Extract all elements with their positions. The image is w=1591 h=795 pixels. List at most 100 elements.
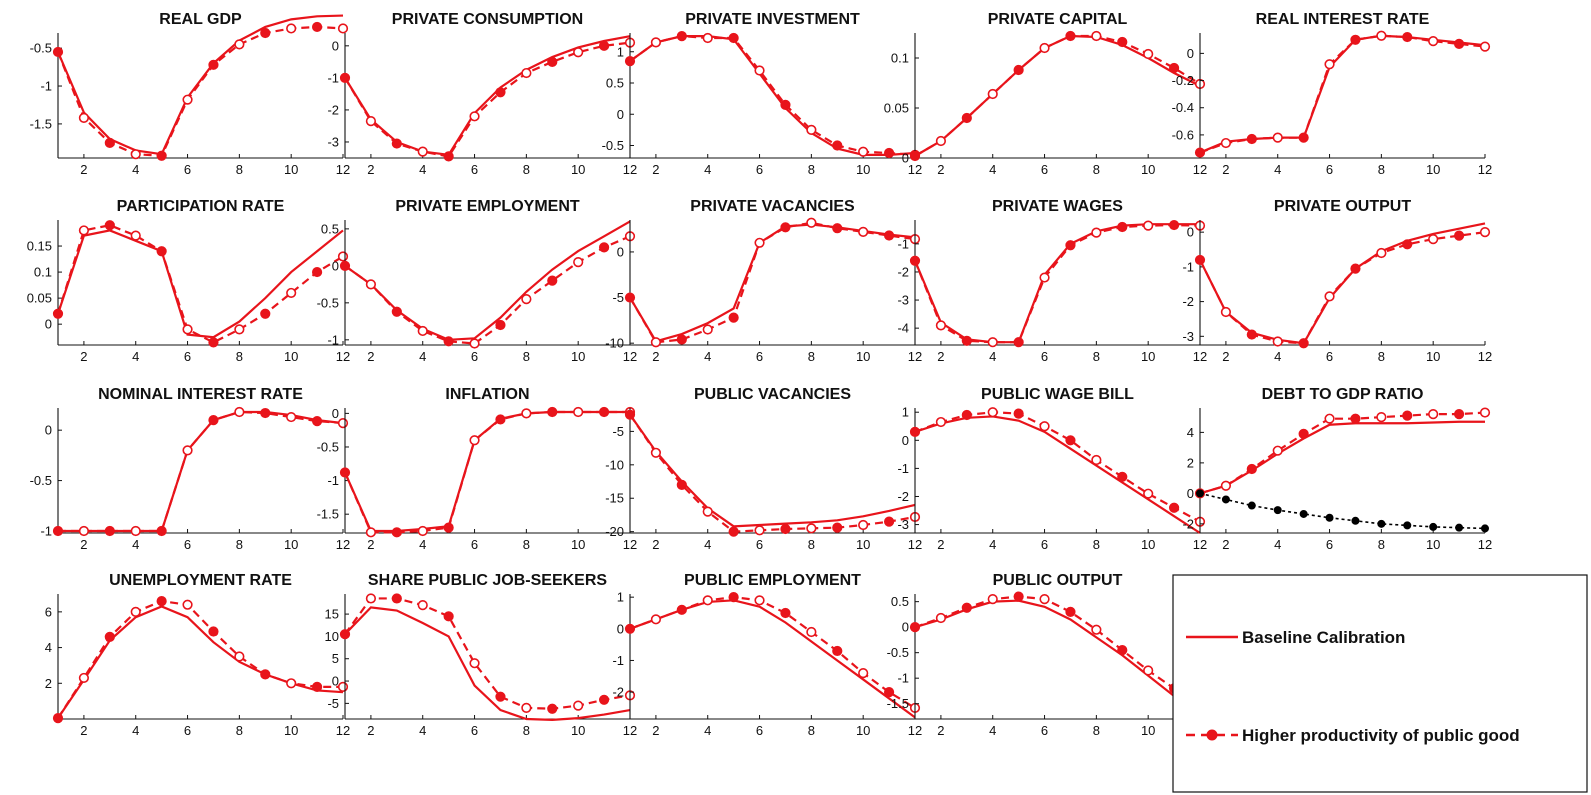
y-tick-label: 2 — [45, 676, 52, 691]
y-tick-label: -0.4 — [1172, 100, 1194, 115]
x-tick-label: 12 — [908, 349, 922, 364]
panel-title: UNEMPLOYMENT RATE — [109, 572, 292, 589]
data-point-higher-productivity — [286, 678, 297, 689]
y-tick-label: 0.05 — [27, 291, 52, 306]
data-point-higher-productivity — [234, 406, 245, 418]
y-tick-label: 0 — [617, 107, 624, 122]
x-tick-label: 4 — [989, 723, 996, 738]
data-point-higher-productivity — [1324, 291, 1335, 302]
data-point-higher-productivity — [443, 522, 454, 533]
panel-title: PUBLIC EMPLOYMENT — [684, 572, 861, 589]
x-tick-label: 6 — [471, 349, 478, 364]
x-tick-label: 4 — [1274, 349, 1281, 364]
series-line-higher-productivity — [56, 25, 344, 157]
data-point-extra — [1481, 524, 1490, 533]
data-point-higher-productivity — [286, 411, 297, 423]
data-point-higher-productivity — [521, 67, 532, 79]
panel-title: REAL INTEREST RATE — [1256, 11, 1430, 28]
x-tick-label: 8 — [808, 537, 815, 552]
x-tick-label: 6 — [1326, 537, 1333, 552]
x-tick-label: 2 — [1222, 162, 1229, 177]
data-point-higher-productivity — [1065, 30, 1076, 42]
series-line-higher-productivity — [343, 410, 630, 534]
x-tick-label: 12 — [1193, 162, 1207, 177]
y-tick-label: 1 — [617, 590, 624, 605]
x-tick-label: 6 — [184, 537, 191, 552]
y-tick-label: -0.5 — [317, 295, 339, 310]
x-tick-label: 6 — [471, 723, 478, 738]
x-tick-label: 4 — [419, 349, 426, 364]
series-line-baseline — [629, 35, 916, 156]
data-point-higher-productivity — [1013, 337, 1024, 348]
x-tick-label: 10 — [856, 162, 870, 177]
data-point-higher-productivity — [391, 306, 402, 317]
data-point-higher-productivity — [754, 237, 765, 248]
x-tick-label: 4 — [1274, 537, 1281, 552]
data-point-higher-productivity — [806, 523, 817, 534]
data-point-higher-productivity — [208, 337, 219, 348]
panel-title: NOMINAL INTEREST RATE — [98, 386, 303, 403]
data-point-higher-productivity — [337, 251, 349, 262]
data-point-higher-productivity — [417, 525, 428, 537]
data-point-higher-productivity — [832, 223, 843, 234]
panel-title: SHARE PUBLIC JOB-SEEKERS — [368, 572, 607, 589]
data-point-higher-productivity — [728, 526, 739, 537]
data-point-higher-productivity — [598, 406, 610, 418]
series-line-baseline — [913, 223, 1200, 344]
panel-title: PRIVATE CAPITAL — [988, 11, 1128, 28]
data-point-higher-productivity — [676, 604, 687, 615]
x-tick-label: 6 — [1041, 537, 1048, 552]
data-point-higher-productivity — [650, 447, 662, 458]
data-point-higher-productivity — [1324, 413, 1335, 424]
data-point-higher-productivity — [469, 338, 480, 349]
data-point-higher-productivity — [1298, 338, 1309, 349]
x-tick-label: 2 — [367, 349, 374, 364]
data-point-higher-productivity — [1117, 471, 1128, 482]
data-point-higher-productivity — [1039, 42, 1050, 54]
data-point-higher-productivity — [1453, 38, 1465, 49]
y-tick-label: -2 — [1182, 516, 1194, 531]
data-point-higher-productivity — [311, 21, 323, 33]
x-tick-label: 12 — [623, 162, 637, 177]
y-tick-label: -5 — [612, 424, 624, 439]
data-point-higher-productivity — [260, 669, 271, 680]
data-point-higher-productivity — [495, 87, 506, 98]
series-line-baseline — [344, 606, 631, 721]
y-tick-label: 0.1 — [34, 265, 52, 280]
x-tick-label: 10 — [571, 349, 585, 364]
data-point-higher-productivity — [495, 414, 506, 425]
y-tick-label: 0 — [902, 433, 909, 448]
panel-title: PRIVATE OUTPUT — [1274, 198, 1411, 215]
data-point-higher-productivity — [728, 592, 739, 603]
data-point-higher-productivity — [521, 294, 532, 305]
data-point-higher-productivity — [780, 222, 791, 233]
data-point-higher-productivity — [337, 23, 349, 34]
x-tick-label: 8 — [236, 349, 243, 364]
x-tick-label: 2 — [80, 723, 87, 738]
x-tick-label: 10 — [571, 537, 585, 552]
x-tick-label: 2 — [367, 162, 374, 177]
x-tick-label: 8 — [808, 723, 815, 738]
data-point-extra — [1455, 523, 1464, 532]
y-tick-label: 4 — [45, 640, 52, 655]
y-tick-label: -15 — [605, 491, 624, 506]
x-tick-label: 8 — [523, 349, 530, 364]
x-tick-label: 6 — [184, 723, 191, 738]
x-tick-label: 10 — [1141, 349, 1155, 364]
data-point-higher-productivity — [1220, 306, 1232, 318]
data-point-higher-productivity — [676, 479, 687, 490]
data-point-higher-productivity — [495, 691, 506, 702]
y-tick-label: 0 — [902, 620, 909, 635]
x-tick-label: 8 — [1093, 162, 1100, 177]
data-point-higher-productivity — [311, 681, 323, 692]
y-tick-label: -5 — [327, 696, 339, 711]
series-line-baseline — [629, 599, 916, 719]
data-point-higher-productivity — [780, 523, 791, 535]
data-point-higher-productivity — [547, 56, 558, 67]
data-point-higher-productivity — [1117, 36, 1128, 48]
series-line-higher-productivity — [1199, 34, 1486, 154]
data-point-higher-productivity — [1428, 234, 1439, 245]
